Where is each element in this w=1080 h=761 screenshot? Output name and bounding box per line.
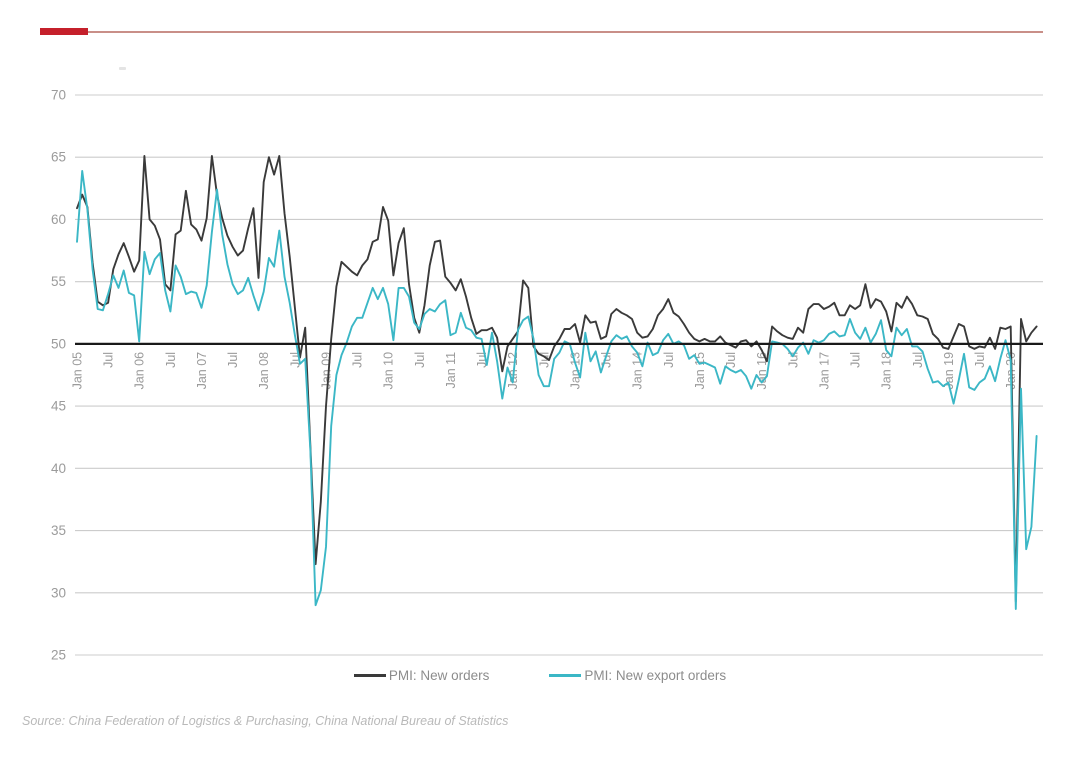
svg-text:Jul: Jul (413, 352, 427, 368)
svg-text:55: 55 (51, 274, 66, 289)
stray-mark (119, 67, 126, 70)
header-rule (88, 31, 1043, 33)
svg-text:Jul: Jul (973, 352, 987, 368)
svg-text:Jan 15: Jan 15 (693, 352, 707, 390)
svg-text:Jan 19: Jan 19 (942, 352, 956, 390)
svg-text:Jan 18: Jan 18 (880, 352, 894, 390)
svg-text:Jan 14: Jan 14 (631, 352, 645, 390)
svg-text:Jan 09: Jan 09 (320, 352, 334, 390)
svg-text:Jan 10: Jan 10 (382, 352, 396, 390)
svg-text:60: 60 (51, 212, 66, 227)
svg-text:Jul: Jul (662, 352, 676, 368)
svg-text:25: 25 (51, 648, 66, 663)
svg-text:Jan 06: Jan 06 (133, 352, 147, 390)
svg-text:Jul: Jul (786, 352, 800, 368)
svg-text:Jul: Jul (911, 352, 925, 368)
svg-text:Jul: Jul (102, 352, 116, 368)
legend-label-new-export-orders: PMI: New export orders (584, 668, 727, 683)
svg-text:Jan 07: Jan 07 (195, 352, 209, 390)
header-accent-bar (40, 28, 88, 35)
svg-text:Jul: Jul (849, 352, 863, 368)
new-orders-line-swatch (353, 674, 386, 677)
source-note: Source: China Federation of Logistics & … (22, 714, 509, 728)
svg-text:35: 35 (51, 523, 66, 538)
svg-text:30: 30 (51, 585, 66, 600)
svg-text:Jan 08: Jan 08 (257, 352, 271, 390)
svg-text:40: 40 (51, 461, 66, 476)
svg-text:Jul: Jul (226, 352, 240, 368)
svg-text:Jul: Jul (724, 352, 738, 368)
svg-text:65: 65 (51, 150, 66, 165)
svg-text:Jan 13: Jan 13 (569, 352, 583, 390)
svg-text:45: 45 (51, 399, 66, 414)
svg-text:Jan 17: Jan 17 (817, 352, 831, 390)
svg-text:Jul: Jul (351, 352, 365, 368)
legend-item-new-export-orders: PMI: New export orders (549, 668, 726, 683)
new-export-orders-line-swatch (549, 674, 582, 677)
svg-text:Jul: Jul (164, 352, 178, 368)
legend-label-new-orders: PMI: New orders (388, 668, 490, 683)
chart-legend: PMI: New orders PMI: New export orders (0, 668, 1080, 683)
svg-text:Jan 16: Jan 16 (755, 352, 769, 390)
svg-text:Jan 11: Jan 11 (444, 352, 458, 389)
legend-item-new-orders: PMI: New orders (353, 668, 490, 683)
svg-text:70: 70 (51, 88, 66, 103)
svg-text:Jan 05: Jan 05 (71, 352, 85, 390)
svg-text:50: 50 (51, 336, 66, 351)
